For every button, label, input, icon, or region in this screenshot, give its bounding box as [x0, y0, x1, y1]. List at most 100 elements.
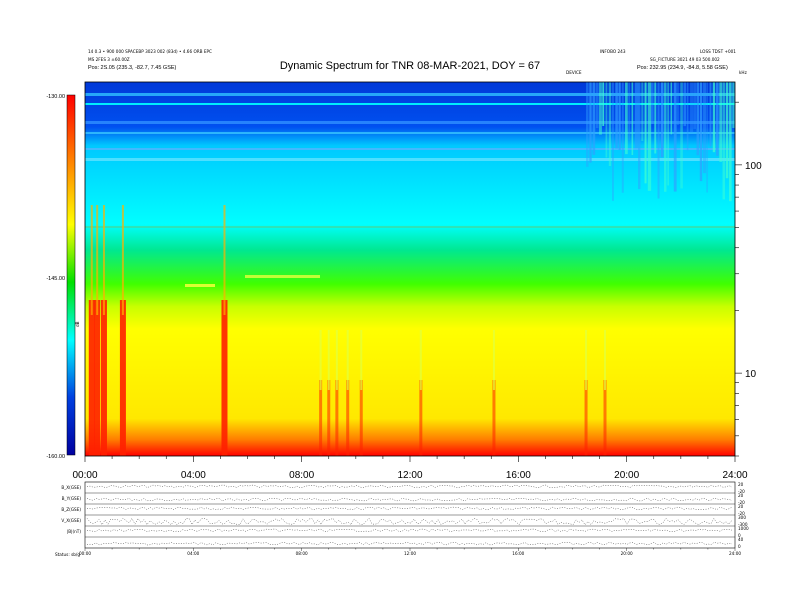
noise-column [725, 82, 729, 179]
burst [221, 300, 228, 456]
header-right-tag: DEVICE [566, 70, 582, 75]
noise-column [696, 82, 699, 156]
colorbar-tick-bottom: -160.00 [46, 454, 65, 460]
panel-scale-bottom: 0 [738, 533, 741, 538]
panel-trace [86, 497, 733, 502]
band-line [85, 93, 735, 96]
burst [319, 380, 323, 456]
panel-scale-top: 40 [738, 537, 744, 542]
noise-column [615, 82, 618, 149]
panel-scale-bottom: 0 [738, 544, 741, 549]
panel-scale-bottom: -20 [738, 489, 745, 494]
noise-column [641, 82, 644, 141]
panel-label: B_X(GSE) [61, 485, 81, 490]
x-tick-label: 00:00 [72, 470, 97, 481]
panel-label: |B|(nT) [67, 529, 82, 534]
noise-column [732, 82, 735, 129]
burst [327, 380, 331, 456]
noise-column [712, 82, 716, 153]
band-line [85, 226, 735, 228]
band-line [85, 132, 735, 134]
x-tick-label: 24:00 [722, 470, 747, 481]
noise-column [683, 82, 687, 127]
burst-tail [327, 330, 330, 390]
noise-column [680, 82, 683, 189]
burst-tail [492, 330, 495, 390]
panel-scale-bottom: -300 [738, 522, 748, 527]
burst [492, 380, 496, 456]
header-right-line1b: LOSS TDST +001 [700, 49, 736, 54]
band-line [85, 103, 735, 105]
band-line [85, 121, 735, 124]
noise-column [677, 82, 679, 125]
panel-x-tick-label: 20:00 [621, 551, 633, 556]
panel-x-tick-label: 04:00 [187, 551, 199, 556]
band-line [85, 148, 735, 150]
spectrogram [85, 82, 735, 456]
noise-columns [586, 82, 735, 202]
streak [245, 275, 320, 278]
noise-column [631, 82, 634, 155]
noise-column [693, 82, 697, 129]
panel-footer-label: Status: sb/g [55, 552, 80, 557]
panel-scale-top: 20 [738, 504, 744, 509]
panel-x-tick-label: 08:00 [296, 551, 308, 556]
noise-column [706, 82, 708, 193]
burst [335, 380, 339, 456]
burst [88, 300, 95, 456]
noise-column [638, 82, 641, 190]
burst-tail [121, 205, 124, 315]
header-right-line2: SG_FICTURE 3021 49 03 500.002 [650, 57, 720, 62]
burst [100, 300, 107, 456]
x-tick-label: 20:00 [614, 470, 639, 481]
noise-column [716, 82, 719, 156]
panel-x-tick-label: 12:00 [404, 551, 416, 556]
panel-scale-bottom: -20 [738, 511, 745, 516]
bursts-group [88, 205, 607, 456]
colorbar [67, 95, 75, 455]
noise-column [644, 82, 647, 184]
lower-panels: B_X(GSE)20-20B_Y(GSE)20-20B_Z(GSE)20-20V… [61, 481, 749, 549]
burst [419, 380, 423, 456]
x-tick-label: 16:00 [506, 470, 531, 481]
panel-scale-top: 20 [738, 493, 744, 498]
noise-column [651, 82, 654, 124]
burst-tail [419, 330, 422, 390]
x-tick-label: 08:00 [289, 470, 314, 481]
noise-column [621, 82, 624, 193]
burst-tail [102, 205, 105, 315]
y-tick-label: 100 [745, 161, 762, 172]
panel-x-axis: 00:00 04:00 08:00 12:00 16:00 20:00 24:00 [79, 548, 741, 556]
panel-x-tick-label: 24:00 [729, 551, 741, 556]
header-right-line1: INFOBO 243 [600, 49, 626, 54]
burst-tail [604, 330, 606, 390]
noise-column [719, 82, 723, 162]
burst-tail [319, 330, 322, 390]
panel-scale-bottom: -20 [738, 500, 745, 505]
header-left-line1: 14 0.3 • 900 000 SPACEBP 3023 002 (83d) … [88, 49, 212, 54]
panel-x-tick-label: 16:00 [512, 551, 524, 556]
noise-column [709, 82, 712, 147]
panel-trace [86, 528, 733, 532]
burst [346, 380, 350, 456]
colorbar-tick-mid: -145.00 [46, 276, 65, 282]
panel-trace [86, 484, 733, 489]
noise-column [690, 82, 694, 133]
noise-column [654, 82, 657, 154]
noise-column [589, 82, 592, 163]
burst-tail [360, 330, 363, 390]
burst [119, 300, 126, 456]
noise-column [586, 82, 589, 167]
panel-label: B_Y(GSE) [62, 496, 82, 501]
noise-column [647, 82, 652, 191]
burst [584, 380, 588, 456]
noise-column [595, 82, 599, 129]
panel-trace [86, 517, 733, 526]
noise-column [699, 82, 703, 182]
noise-column [618, 82, 621, 151]
burst-tail [90, 205, 93, 315]
streak [185, 284, 215, 287]
colorbar-label: dB [75, 321, 80, 327]
burst [359, 380, 363, 456]
